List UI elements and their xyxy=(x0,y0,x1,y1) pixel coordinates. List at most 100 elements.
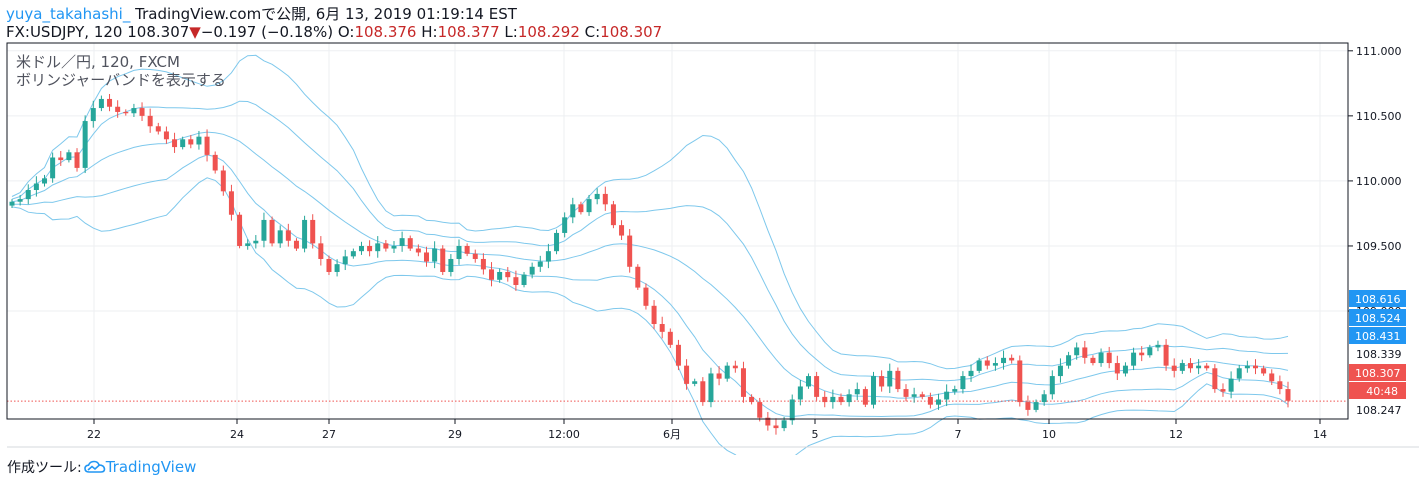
candle-down xyxy=(919,394,925,397)
candle-up xyxy=(570,204,576,218)
candle-up xyxy=(50,157,56,179)
candle-up xyxy=(17,199,23,202)
candle-down xyxy=(740,368,746,397)
x-tick-label: 6月 xyxy=(663,428,681,441)
candle-down xyxy=(172,139,178,148)
candle-down xyxy=(423,252,429,262)
price-scale-label: 108.339 xyxy=(1356,348,1402,361)
candle-down xyxy=(757,402,763,418)
y-tick-label: 109.500 xyxy=(1356,240,1402,253)
candle-down xyxy=(895,370,901,390)
close-label: C: xyxy=(584,23,601,41)
x-tick-label: 27 xyxy=(322,428,336,441)
candle-up xyxy=(1236,368,1242,379)
candle-down xyxy=(1285,389,1291,401)
last-price: 108.307 xyxy=(127,23,190,41)
candle-up xyxy=(562,217,568,233)
candle-up xyxy=(1155,344,1161,348)
candle-down xyxy=(1204,365,1210,369)
tradingview-logo[interactable]: TradingView xyxy=(83,458,197,476)
author-link[interactable]: yuya_takahashi_ xyxy=(6,5,131,23)
candle-up xyxy=(1033,402,1039,410)
candle-down xyxy=(318,243,324,259)
candle-up xyxy=(992,363,998,366)
y-tick-label: 110.500 xyxy=(1356,110,1402,123)
price-badge-label: 40:48 xyxy=(1366,385,1398,398)
candle-up xyxy=(98,98,104,109)
legend-indicator-title: ボリンジャーバンドを表示する xyxy=(16,71,226,89)
price-badge-band_lower xyxy=(1349,327,1406,344)
candle-down xyxy=(700,381,706,403)
candle-down xyxy=(1017,360,1023,403)
candle-up xyxy=(554,232,560,252)
price-badge-band_upper xyxy=(1349,290,1406,307)
band-lower-2sd xyxy=(11,177,1289,455)
symbol-label: FX:USDJPY, 120 xyxy=(6,23,123,41)
candle-series xyxy=(9,94,1291,435)
candle-up xyxy=(692,381,698,384)
candle-up xyxy=(245,243,251,246)
candle-down xyxy=(773,425,779,429)
chart-frame xyxy=(6,42,1419,448)
price-labels: 108.616 108.524 108.431 108.339 108.307 40:48… xyxy=(1349,290,1406,417)
tradingview-brand: TradingView xyxy=(105,458,197,476)
price-scale-label: 108.247 xyxy=(1356,404,1402,417)
candle-up xyxy=(25,190,31,200)
candle-up xyxy=(830,396,836,403)
candle-up xyxy=(432,248,438,262)
candle-down xyxy=(1252,365,1258,369)
candle-down xyxy=(1212,368,1218,390)
candle-down xyxy=(643,287,649,306)
candle-down xyxy=(237,214,243,246)
candle-up xyxy=(944,391,950,400)
candle-up xyxy=(334,264,340,272)
candle-up xyxy=(521,274,527,285)
candle-down xyxy=(480,258,486,270)
candle-up xyxy=(131,108,137,114)
candle-up xyxy=(789,399,795,421)
candle-up xyxy=(196,136,202,145)
candle-up xyxy=(9,201,15,206)
candle-up xyxy=(448,258,454,272)
candle-down xyxy=(415,248,421,253)
candle-down xyxy=(220,170,226,192)
candle-down xyxy=(269,219,275,244)
candle-up xyxy=(253,240,259,244)
candle-up xyxy=(82,121,88,168)
candle-up xyxy=(976,360,982,371)
candle-down xyxy=(407,238,413,249)
candle-up xyxy=(1244,365,1250,369)
candle-down xyxy=(619,225,625,236)
candle-down xyxy=(732,365,738,369)
candle-up xyxy=(805,376,811,387)
candle-up xyxy=(42,178,48,184)
candle-down xyxy=(115,106,121,112)
footer-label: 作成ツール: xyxy=(7,460,82,476)
candle-down xyxy=(383,243,389,249)
candle-up xyxy=(302,219,308,249)
chart-header-published: yuya_takahashi_ TradingView.comで公開, 6月 1… xyxy=(6,5,517,23)
x-tick-label: 29 xyxy=(448,428,462,441)
candle-up xyxy=(1074,347,1080,356)
candle-up xyxy=(529,266,535,275)
band-upper-1sd xyxy=(11,100,1289,382)
high-label: H: xyxy=(421,23,438,41)
candle-down xyxy=(814,376,820,397)
band-middle xyxy=(11,131,1289,399)
price-badge-band_middle xyxy=(1349,309,1406,326)
candle-down xyxy=(1090,357,1096,364)
open-value: 108.376 xyxy=(354,23,417,41)
candle-down xyxy=(472,253,478,259)
candle-down xyxy=(293,240,299,249)
candle-down xyxy=(903,389,909,397)
candle-down xyxy=(749,396,755,403)
candle-down xyxy=(285,230,291,241)
candle-down xyxy=(610,204,616,226)
x-tick-label: 5 xyxy=(812,428,819,441)
candle-down xyxy=(228,191,234,215)
candle-up xyxy=(1066,355,1072,366)
candle-down xyxy=(659,324,665,332)
x-tick-label: 22 xyxy=(87,428,101,441)
